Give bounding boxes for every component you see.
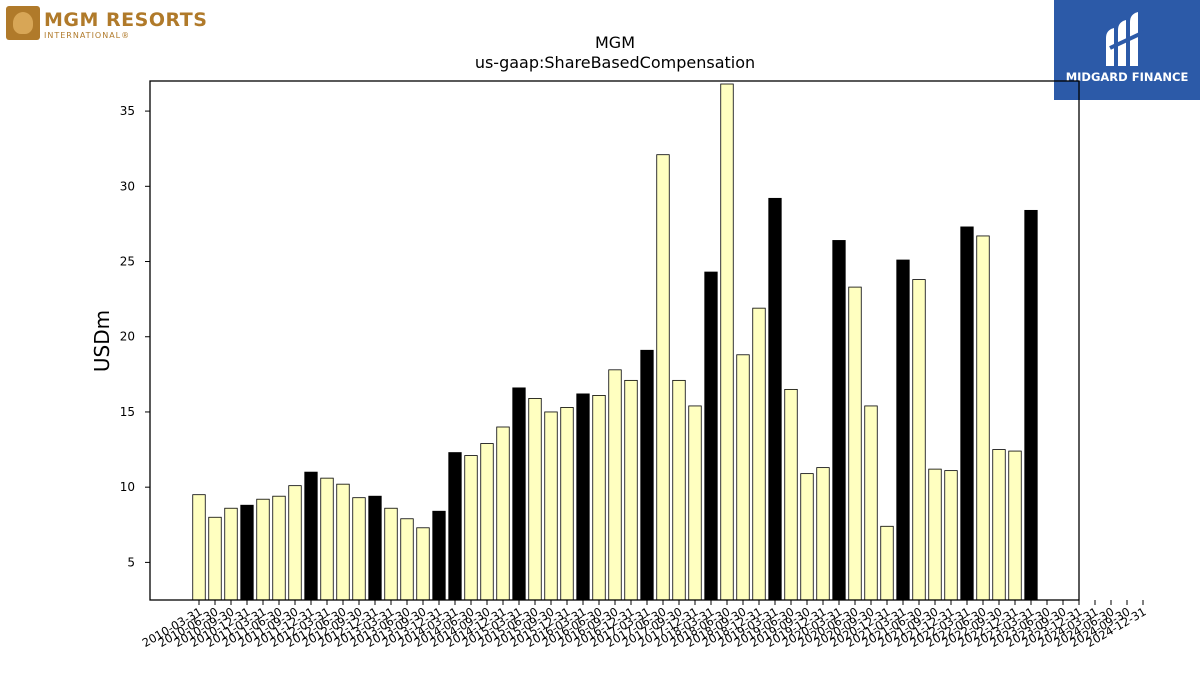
bar-2019-09-30 bbox=[800, 473, 814, 601]
bar-2019-06-30 bbox=[784, 388, 798, 601]
bar-2019-03-31 bbox=[768, 197, 782, 601]
bar-2011-09-30 bbox=[288, 485, 302, 601]
bar-2011-03-31 bbox=[256, 498, 270, 601]
bar-2022-12-31 bbox=[1008, 450, 1022, 601]
bar-2022-06-30 bbox=[976, 235, 990, 601]
chart-subtitle: us-gaap:ShareBasedCompensation bbox=[475, 53, 755, 72]
bar-2023-03-31 bbox=[1024, 209, 1038, 601]
bar-2021-03-31 bbox=[896, 259, 910, 601]
y-axis-label: USDm bbox=[90, 310, 114, 372]
bar-2022-03-31 bbox=[960, 226, 974, 601]
y-tick-label: 15 bbox=[120, 405, 135, 419]
bar-2018-03-31 bbox=[704, 271, 718, 601]
bar-2015-12-31 bbox=[560, 407, 574, 601]
bar-2010-03-31 bbox=[192, 494, 206, 601]
bar-2010-09-30 bbox=[224, 507, 238, 601]
bar-2021-09-30 bbox=[928, 468, 942, 601]
y-tick-label: 5 bbox=[127, 555, 135, 569]
bar-2014-06-30 bbox=[464, 455, 478, 601]
bar-2020-03-31 bbox=[832, 240, 846, 601]
bar-2013-03-31 bbox=[384, 507, 398, 601]
bar-2014-12-31 bbox=[496, 426, 510, 601]
bar-2020-09-30 bbox=[864, 405, 878, 601]
bar-2021-06-30 bbox=[912, 279, 926, 601]
bar-2021-12-31 bbox=[944, 470, 958, 601]
x-axis: 2010-03-312010-06-302010-09-302010-12-31… bbox=[140, 600, 1149, 650]
bar-2017-12-31 bbox=[688, 405, 702, 601]
bar-2010-12-31 bbox=[240, 504, 254, 601]
bar-2012-12-31 bbox=[368, 495, 382, 601]
chart-title: MGM bbox=[595, 33, 635, 52]
y-tick-label: 25 bbox=[120, 255, 135, 269]
y-tick-label: 30 bbox=[120, 179, 135, 193]
bar-2019-12-31 bbox=[816, 467, 830, 601]
bar-2012-09-30 bbox=[352, 497, 366, 601]
bar-2012-03-31 bbox=[320, 477, 334, 601]
y-tick-label: 10 bbox=[120, 480, 135, 494]
bar-2018-09-30 bbox=[736, 354, 750, 601]
midgard-mark-icon bbox=[1106, 12, 1145, 66]
bar-2016-03-31 bbox=[576, 393, 590, 601]
midgard-finance-logo: MIDGARD FINANCE bbox=[1054, 0, 1200, 100]
bar-2014-03-31 bbox=[448, 452, 462, 601]
bar-2017-09-30 bbox=[672, 379, 686, 601]
bar-2013-09-30 bbox=[416, 527, 430, 601]
bar-2015-09-30 bbox=[544, 411, 558, 601]
bar-2020-12-31 bbox=[880, 525, 894, 601]
bar-2016-09-30 bbox=[608, 369, 622, 601]
bar-2010-06-30 bbox=[208, 516, 222, 601]
bar-2011-12-31 bbox=[304, 471, 318, 601]
y-axis: 5 10 15 20 25 30 35 bbox=[120, 104, 150, 569]
bar-2018-06-30 bbox=[720, 83, 734, 601]
bar-2013-06-30 bbox=[400, 518, 414, 601]
midgard-logo-name: MIDGARD FINANCE bbox=[1065, 70, 1189, 84]
y-tick-label: 35 bbox=[120, 104, 135, 118]
y-tick-label: 20 bbox=[120, 330, 135, 344]
bar-2017-03-31 bbox=[640, 349, 654, 601]
bar-2017-06-30 bbox=[656, 154, 670, 601]
mgm-logo-name: MGM RESORTS bbox=[44, 9, 208, 31]
bar-2011-06-30 bbox=[272, 495, 286, 601]
bar-2013-12-31 bbox=[432, 510, 446, 601]
bar-2018-12-31 bbox=[752, 307, 766, 601]
mgm-logo-subtitle: INTERNATIONAL® bbox=[44, 31, 131, 40]
mgm-lion-logo-icon bbox=[6, 6, 40, 40]
bar-2014-09-30 bbox=[480, 443, 494, 601]
bar-2012-06-30 bbox=[336, 483, 350, 601]
bar-2016-06-30 bbox=[592, 395, 606, 601]
plot-frame bbox=[149, 80, 1080, 601]
bar-2015-06-30 bbox=[528, 398, 542, 601]
bar-series bbox=[192, 83, 1038, 601]
bar-2022-09-30 bbox=[992, 449, 1006, 601]
bar-2020-06-30 bbox=[848, 286, 862, 601]
mgm-resorts-logo: MGM RESORTS INTERNATIONAL® bbox=[4, 4, 207, 44]
bar-2015-03-31 bbox=[512, 387, 526, 601]
bar-2016-12-31 bbox=[624, 379, 638, 601]
